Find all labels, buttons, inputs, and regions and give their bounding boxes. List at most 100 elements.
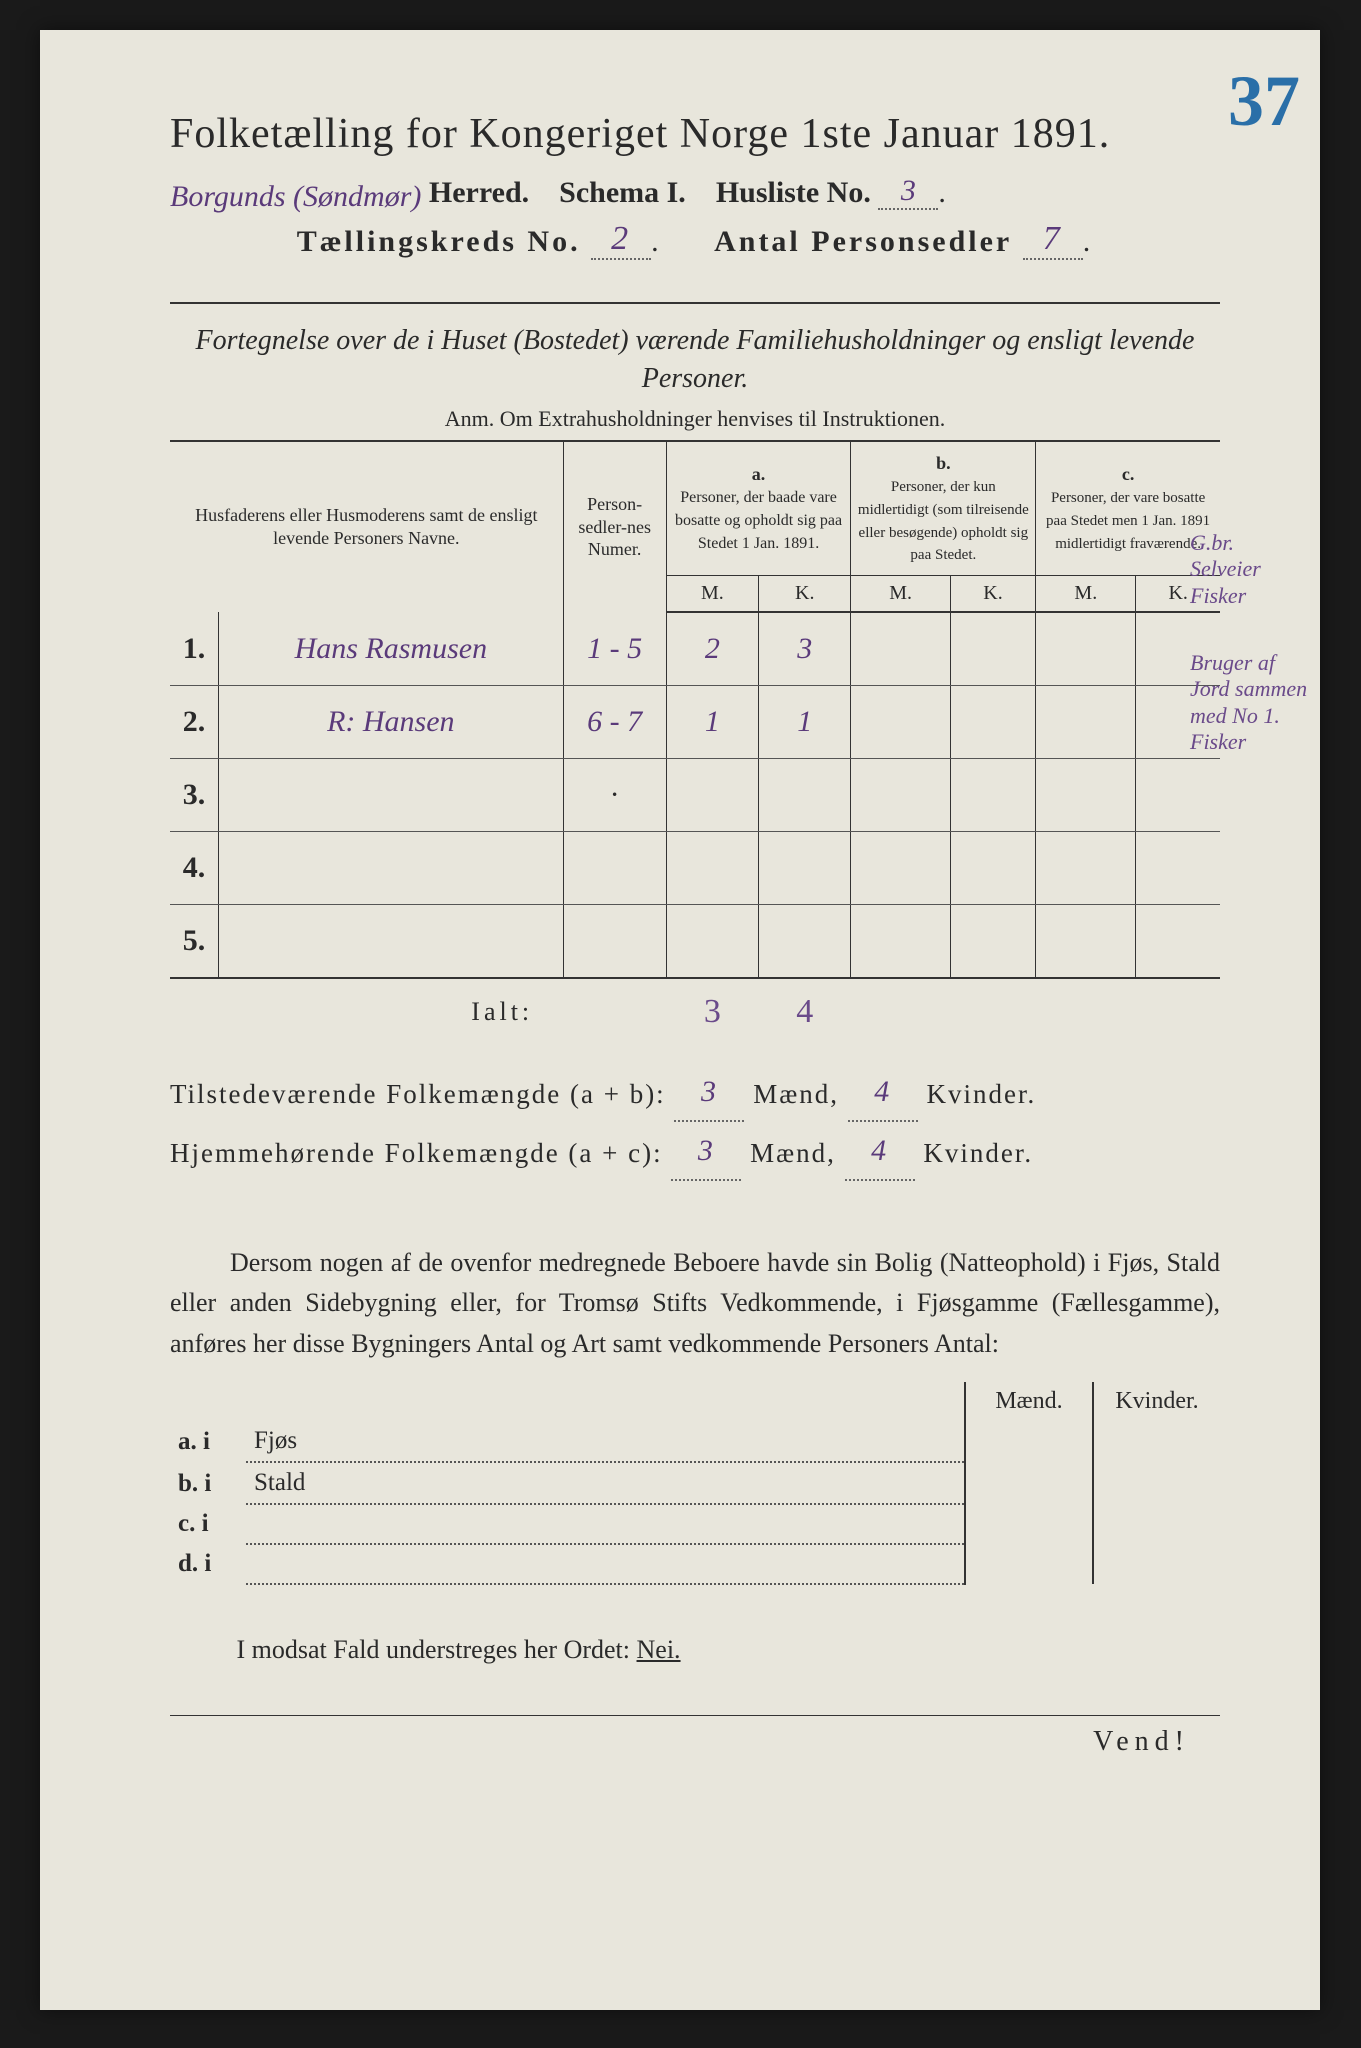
row-ak xyxy=(759,832,851,905)
row-ck xyxy=(1136,759,1220,832)
row-cm xyxy=(1036,612,1136,686)
table-row: 5. xyxy=(170,905,1220,979)
summary-line-1: Tilstedeværende Folkemængde (a + b): 3 M… xyxy=(170,1065,1220,1124)
maend-label: Mænd, xyxy=(753,1079,839,1109)
vend-label: Vend! xyxy=(170,1715,1220,1758)
c-m: M. xyxy=(1036,576,1136,613)
summary-line-2: Hjemmehørende Folkemængde (a + c): 3 Mæn… xyxy=(170,1124,1220,1183)
row-bm xyxy=(851,905,950,979)
schema-label: Schema I. xyxy=(559,176,686,209)
col-a-label: a. xyxy=(752,464,766,484)
sub-txt xyxy=(246,1504,965,1544)
antal-value: 7 xyxy=(1023,220,1083,260)
census-form-page: 37 Folketælling for Kongeriget Norge 1st… xyxy=(40,30,1320,2010)
b-m: M. xyxy=(851,576,950,613)
col-b-label: b. xyxy=(936,453,951,473)
sub-m xyxy=(965,1544,1093,1584)
row-am: 1 xyxy=(666,686,758,759)
sub-m xyxy=(965,1462,1093,1504)
table-row: 2. R: Hansen 6 - 7 1 1 xyxy=(170,686,1220,759)
row-am xyxy=(666,905,758,979)
ialt-label: Ialt: xyxy=(170,978,563,1035)
kreds-label: Tællingskreds No. xyxy=(297,225,581,258)
sub-row: c. i xyxy=(170,1504,1220,1544)
row-num: 3. xyxy=(170,759,219,832)
main-title: Folketælling for Kongeriget Norge 1ste J… xyxy=(170,110,1220,158)
row-nums: · xyxy=(563,759,666,832)
maend-label2: Mænd, xyxy=(750,1138,836,1168)
sub-k xyxy=(1093,1462,1220,1504)
row-num: 5. xyxy=(170,905,219,979)
col-nums-header: Person-sedler-nes Numer. xyxy=(563,442,666,613)
col-a-header: a. Personer, der baade vare bosatte og o… xyxy=(666,442,851,576)
antal-label: Antal Personsedler xyxy=(714,225,1012,258)
col-name-text: Husfaderens eller Husmoderens samt de en… xyxy=(195,505,537,548)
row-ak xyxy=(759,905,851,979)
header-line-3: Tællingskreds No. 2. Antal Personsedler … xyxy=(170,222,1220,262)
row-ak xyxy=(759,759,851,832)
sub-txt: Fjøs xyxy=(246,1421,965,1462)
row-num: 1. xyxy=(170,612,219,686)
herred-name-handwritten: Borgunds (Søndmør) xyxy=(170,180,421,213)
husliste-no-value: 3 xyxy=(878,174,938,210)
table-row: 1. Hans Rasmusen 1 - 5 2 3 xyxy=(170,612,1220,686)
sub-row: a. i Fjøs xyxy=(170,1421,1220,1462)
row-bm xyxy=(851,612,950,686)
row-name xyxy=(219,759,564,832)
summary-block: Tilstedeværende Folkemængde (a + b): 3 M… xyxy=(170,1065,1220,1183)
col-c-desc: Personer, der vare bosatte paa Stedet me… xyxy=(1046,490,1210,552)
header-line-2: Borgunds (Søndmør) Herred. Schema I. Hus… xyxy=(170,176,1220,212)
row-nums: 6 - 7 xyxy=(563,686,666,759)
table-header-row: Husfaderens eller Husmoderens samt de en… xyxy=(170,442,1220,576)
row-am xyxy=(666,832,758,905)
summary1-label: Tilstedeværende Folkemængde (a + b): xyxy=(170,1079,666,1109)
main-table: Husfaderens eller Husmoderens samt de en… xyxy=(170,442,1220,1036)
form-subtitle: Fortegnelse over de i Huset (Bostedet) v… xyxy=(170,322,1220,398)
herred-label: Herred. xyxy=(429,176,529,209)
kvinder-label: Kvinder. xyxy=(926,1079,1036,1109)
row-bk xyxy=(950,832,1035,905)
nei-word: Nei. xyxy=(637,1635,681,1664)
sub-lab: a. i xyxy=(170,1421,246,1462)
row-name xyxy=(219,832,564,905)
sub-row: d. i xyxy=(170,1544,1220,1584)
summary2-k: 4 xyxy=(845,1122,915,1181)
row-name xyxy=(219,905,564,979)
instruction-paragraph: Dersom nogen af de ovenfor medregnede Be… xyxy=(170,1243,1220,1364)
ialt-k: 4 xyxy=(759,978,851,1035)
row-ak: 3 xyxy=(759,612,851,686)
anm-note: Anm. Om Extrahusholdninger henvises til … xyxy=(170,406,1220,432)
row-cm xyxy=(1036,905,1136,979)
husliste-label: Husliste No. xyxy=(716,176,871,209)
row-ak: 1 xyxy=(759,686,851,759)
row-bk xyxy=(950,612,1035,686)
col-name-header: Husfaderens eller Husmoderens samt de en… xyxy=(170,442,563,613)
sub-m xyxy=(965,1504,1093,1544)
summary1-m: 3 xyxy=(674,1063,744,1122)
content-area: 37 Folketælling for Kongeriget Norge 1st… xyxy=(40,30,1320,1818)
row-bk xyxy=(950,905,1035,979)
b-k: K. xyxy=(950,576,1035,613)
modsat-line: I modsat Fald understreges her Ordet: Ne… xyxy=(170,1635,1220,1665)
row-nums: 1 - 5 xyxy=(563,612,666,686)
row-am xyxy=(666,759,758,832)
sub-row: b. i Stald xyxy=(170,1462,1220,1504)
sub-table: Mænd. Kvinder. a. i Fjøs b. i Stald c. i xyxy=(170,1382,1220,1585)
row-cm xyxy=(1036,759,1136,832)
row-ck xyxy=(1136,832,1220,905)
page-number-handwritten: 37 xyxy=(1228,60,1300,143)
sub-header: Mænd. Kvinder. xyxy=(170,1382,1220,1421)
col-c-label: c. xyxy=(1122,464,1135,484)
row-nums xyxy=(563,832,666,905)
sub-lab: c. i xyxy=(170,1504,246,1544)
row-bk xyxy=(950,686,1035,759)
row-cm xyxy=(1036,686,1136,759)
row-num: 2. xyxy=(170,686,219,759)
sub-txt xyxy=(246,1544,965,1584)
sub-k xyxy=(1093,1544,1220,1584)
row-bm xyxy=(851,759,950,832)
table-row: 4. xyxy=(170,832,1220,905)
row-nums xyxy=(563,905,666,979)
summary2-m: 3 xyxy=(671,1122,741,1181)
row-name: Hans Rasmusen xyxy=(219,612,564,686)
